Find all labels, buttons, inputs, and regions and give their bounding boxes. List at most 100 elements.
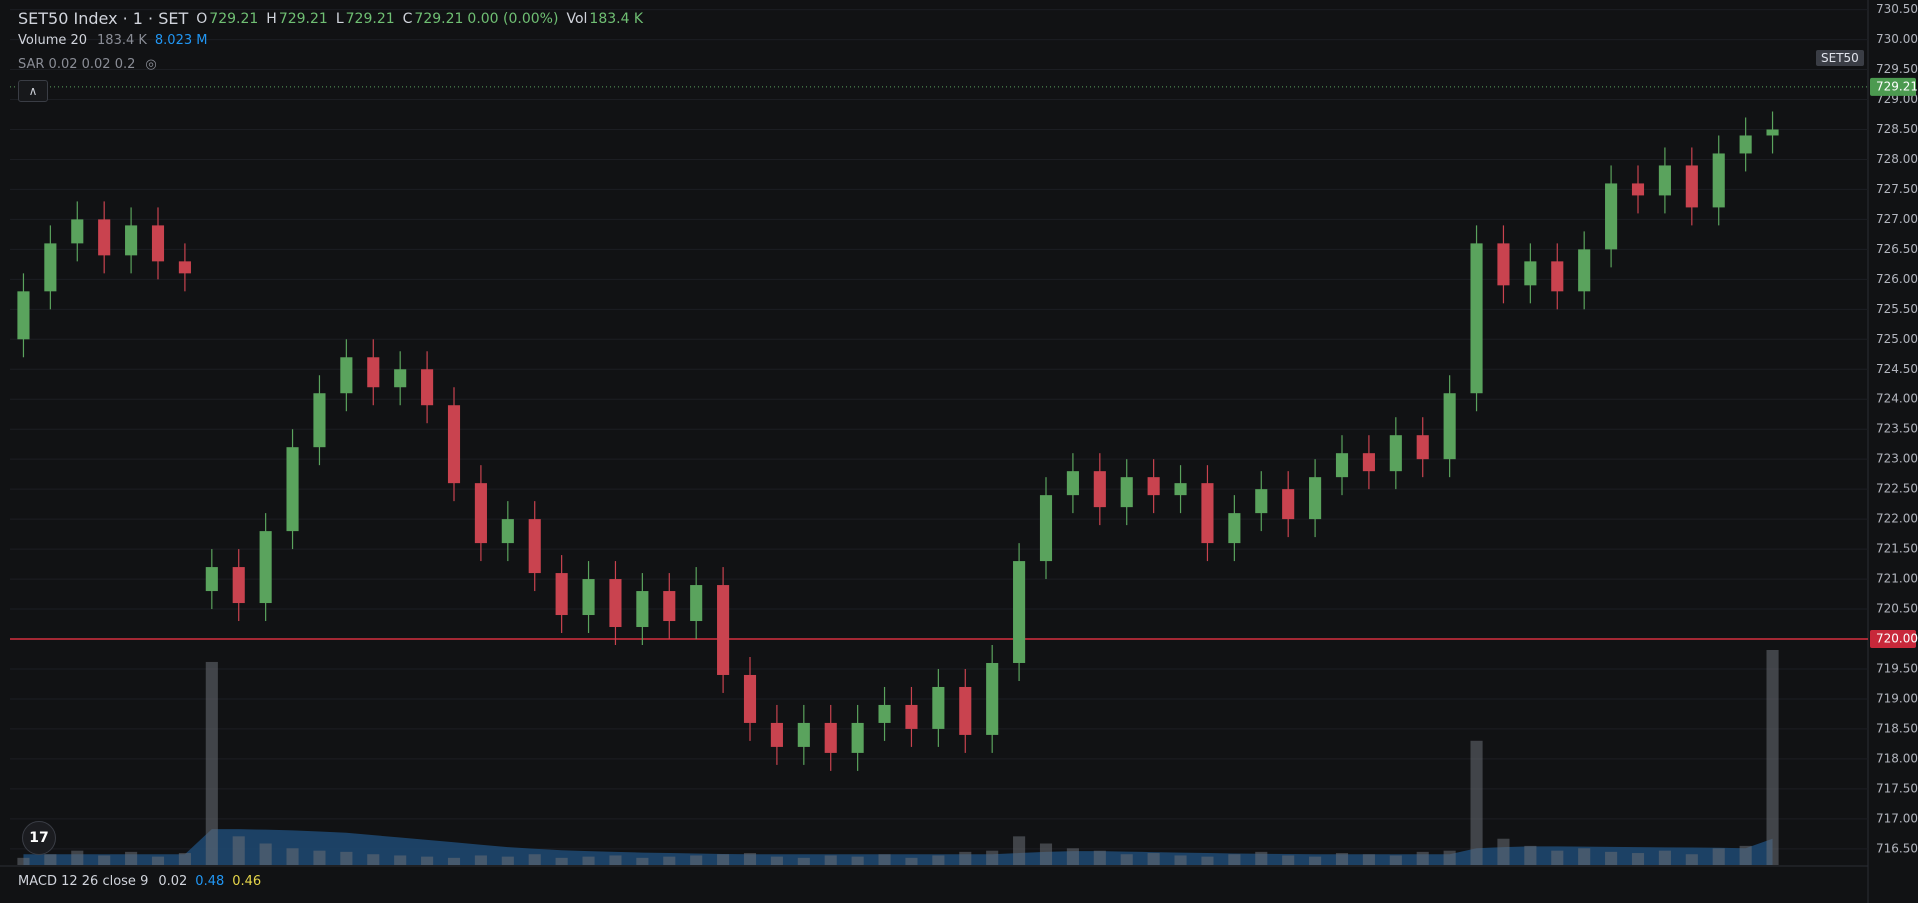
y-tick-label: 716.50 [1876,841,1918,855]
candle-body [1228,513,1241,544]
candle-body [1658,165,1671,196]
candle-body [447,405,461,484]
y-tick-label: 721.00 [1876,572,1918,586]
y-tick-label: 719.00 [1876,691,1918,705]
volume-bar [1551,850,1564,865]
collapse-button[interactable]: ∧ [18,80,48,102]
volume-ma: 8.023 M [154,33,208,48]
candle-body [259,531,272,604]
volume-bar [1658,850,1671,865]
volume-bar [71,850,84,865]
volume-bar [259,843,272,865]
legend-volume[interactable]: Volume 20 183.4 K 8.023 M [18,33,209,48]
candle-body [232,567,245,604]
candle-body [421,369,434,406]
candle-body [340,357,353,394]
volume-bar [1066,848,1079,865]
candle-body [1255,489,1268,514]
candle-body [1470,243,1483,394]
volume-bar [717,854,730,865]
volume-bar [1282,855,1295,865]
vol-label: Vol [566,10,588,27]
last-price-bg [1870,77,1916,96]
volume-bar [1712,848,1725,865]
eye-icon[interactable]: ◎ [145,57,157,72]
volume-bar [1093,850,1106,865]
volume-bar [1309,856,1322,865]
y-tick-label: 728.50 [1876,122,1918,136]
volume-bar [1524,845,1537,865]
candle-body [1766,129,1779,136]
y-tick-label: 724.00 [1876,392,1918,406]
y-tick-label: 721.50 [1876,542,1918,556]
candle-body [717,585,730,675]
volume-bar [205,661,218,865]
y-tick-label: 730.50 [1876,2,1918,16]
hline-label: 720.00 [1876,632,1918,646]
volume-bar [178,853,191,865]
open: 729.21 [209,10,259,27]
volume-bar [878,854,891,865]
volume-bar [1578,848,1591,865]
volume-bar [1201,856,1214,865]
volume-bar [851,856,864,865]
candle-body [313,393,326,448]
candle-body [743,674,757,723]
volume-bar [1389,855,1402,865]
candle-body [555,573,568,616]
candle-body [878,704,891,723]
candle-body [98,219,111,256]
legend-main: SET50 Index · 1 · SET O 729.21 H 729.21 … [18,9,645,28]
macd-label: MACD 12 26 close 9 [18,874,149,889]
volume-bar [528,854,541,865]
candle-body [1605,183,1618,250]
volume-bar [582,856,595,865]
legend-sar[interactable]: SAR 0.02 0.02 0.2 ◎ [18,57,159,72]
volume-bar [1013,836,1026,865]
candle-body [1416,435,1429,460]
volume-bar [1362,854,1375,865]
volume-bar [44,854,57,865]
volume-bar [1497,838,1510,865]
volume-bar [1255,851,1268,865]
volume-bar [313,850,326,865]
volume-bar [1443,850,1456,865]
candle-body [1551,261,1564,292]
volume-bar [905,857,918,865]
volume-bar [743,853,757,865]
legend-macd[interactable]: MACD 12 26 close 9 0.02 0.48 0.46 [18,874,263,889]
volume-bar [1039,843,1053,865]
volume-bar [636,857,649,865]
last-price-label: 729.21 [1876,79,1918,93]
change: 0.00 (0.00%) [467,10,559,27]
volume-bar [1120,854,1133,865]
y-tick-label: 730.00 [1876,32,1918,46]
volume-bar [151,856,165,865]
o-label: O [196,10,208,27]
candle-body [1524,261,1537,286]
volume-bar [340,851,353,865]
volume-bar [797,857,810,865]
candle-body [1631,183,1645,196]
candle-body [582,579,595,616]
macd-value: 0.02 [158,874,188,889]
low: 729.21 [345,10,395,27]
y-tick-label: 725.50 [1876,302,1918,316]
volume-bar [1228,854,1241,865]
volume-bar [394,855,407,865]
symbol-tag: SET50 [1816,50,1864,66]
volume-bar [986,850,999,865]
candle-body [17,291,30,340]
volume-value: 183.4 K [97,33,147,48]
candle-body [501,519,514,544]
logo[interactable]: 17 [22,821,56,855]
volume-bar [932,855,945,865]
y-tick-label: 718.50 [1876,721,1918,735]
candle-body [932,686,945,729]
candle-body [690,585,703,622]
candle-body [1147,477,1160,496]
volume-bar [770,856,783,865]
volume-bar [17,857,30,865]
sar-label: SAR 0.02 0.02 0.2 [18,57,136,72]
